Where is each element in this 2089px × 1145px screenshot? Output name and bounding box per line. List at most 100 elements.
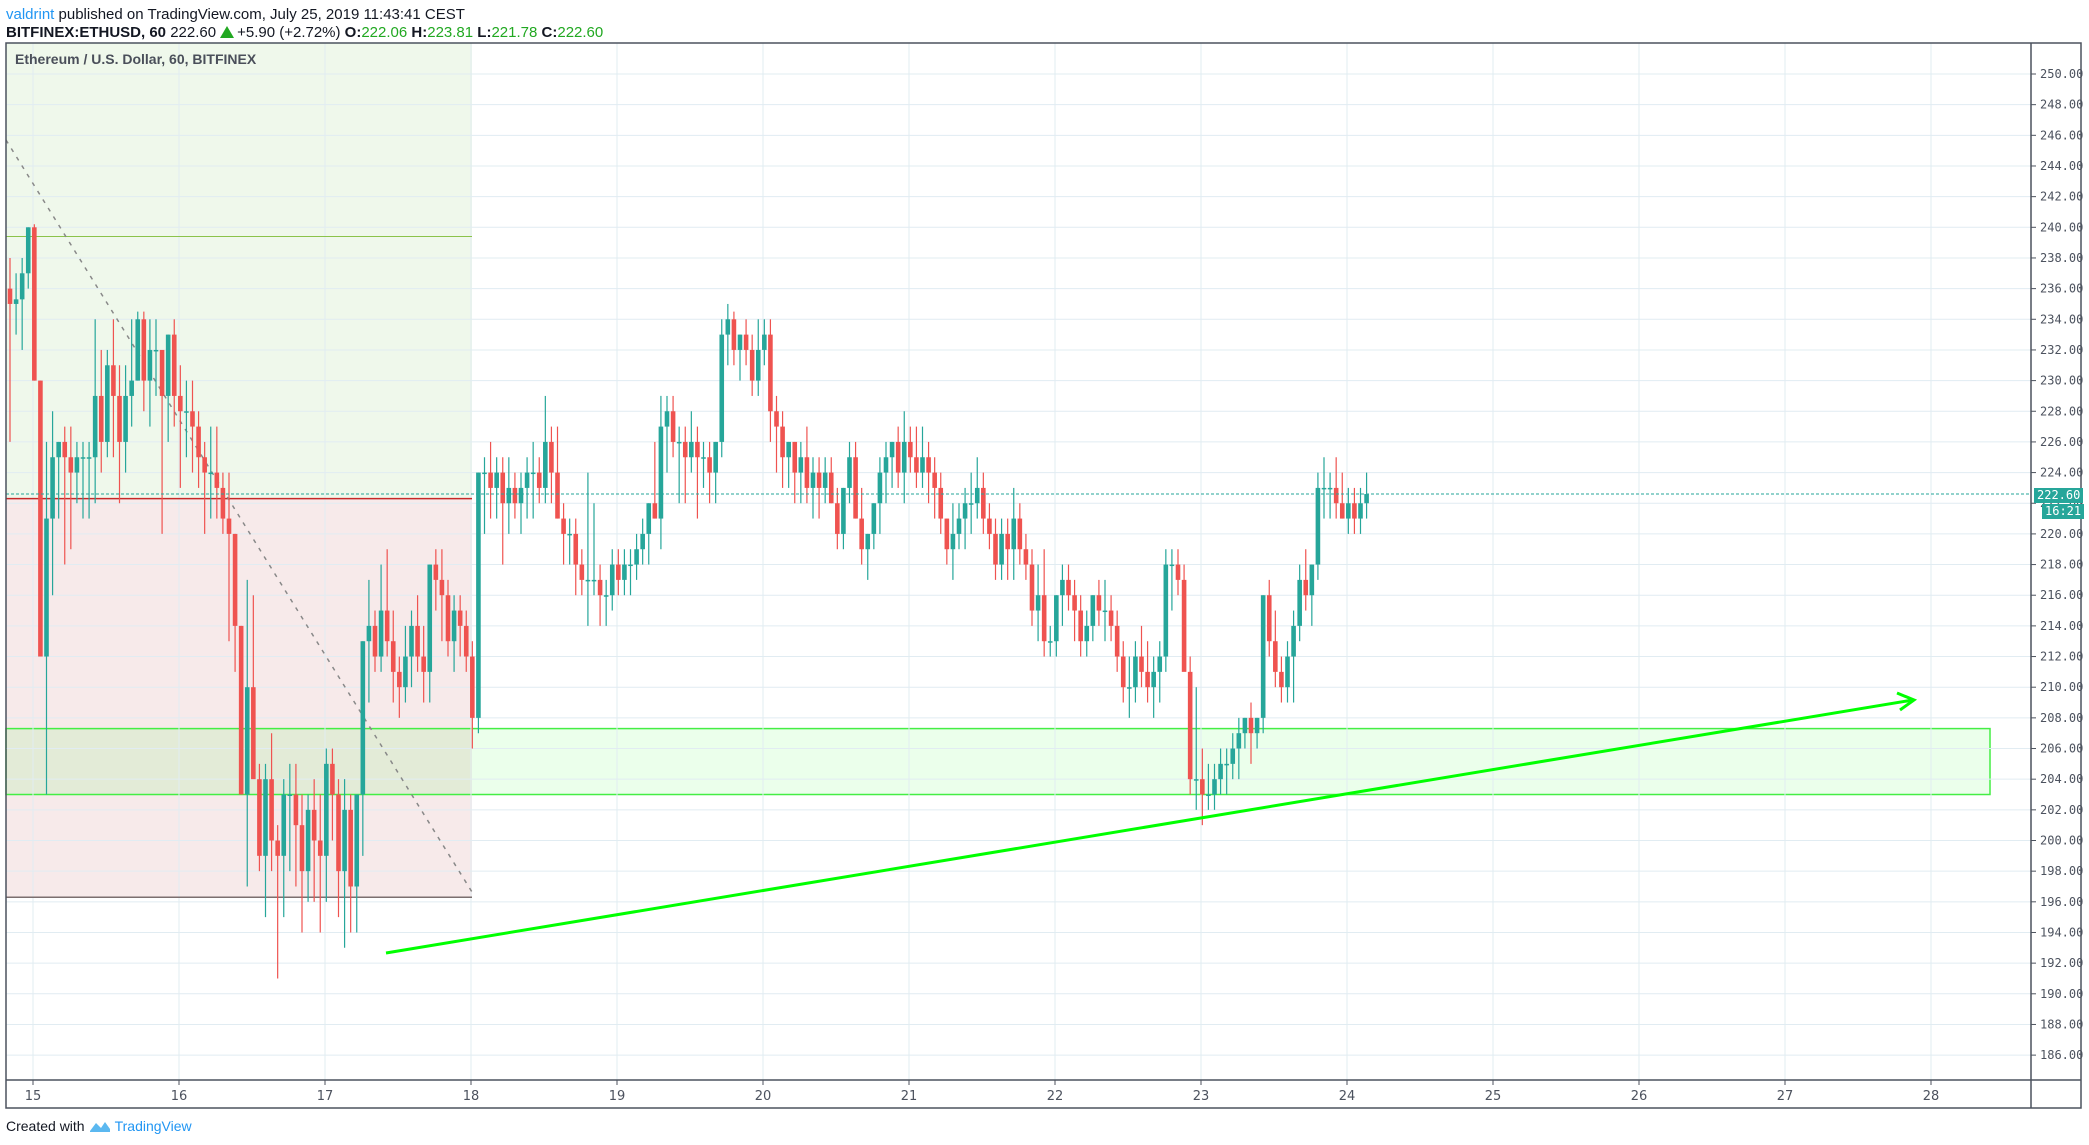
time-tick-label: 26 xyxy=(1631,1089,1648,1104)
candle-body xyxy=(1090,595,1096,626)
candle xyxy=(366,579,372,703)
time-tick-label: 24 xyxy=(1339,1089,1356,1104)
symbol-info: BITFINEX:ETHUSD, 60 222.60 +5.90 (+2.72%)… xyxy=(6,24,603,42)
candle xyxy=(196,411,201,488)
time-axis[interactable]: 15 16 17 18 19 20 21 22 23 24 25 26 27 28 xyxy=(25,1080,1940,1104)
candle-body xyxy=(1005,533,1010,550)
candle xyxy=(427,564,433,703)
candle xyxy=(342,779,347,948)
candle xyxy=(1260,595,1266,734)
price-tick-label: 212.00 xyxy=(2040,650,2083,664)
tradingview-link[interactable]: TradingView xyxy=(114,1118,192,1134)
candle-body xyxy=(1066,579,1071,596)
candle xyxy=(1096,579,1102,626)
candle xyxy=(609,549,615,611)
candle xyxy=(780,411,785,488)
candle-body xyxy=(920,457,925,473)
candle-body xyxy=(1193,779,1199,781)
candle xyxy=(360,641,366,856)
candle-body xyxy=(50,457,55,519)
candle xyxy=(883,441,889,504)
candle xyxy=(524,457,530,519)
price-tick-label: 244.00 xyxy=(2040,159,2083,173)
ascending-trendline xyxy=(385,698,1914,955)
candle-body xyxy=(506,487,512,504)
candle xyxy=(859,487,864,565)
candle xyxy=(640,518,645,565)
candle-body xyxy=(1041,595,1047,642)
candle-body xyxy=(1303,579,1309,596)
candle xyxy=(1224,748,1229,795)
bar-countdown-label: 16:21 xyxy=(2042,504,2085,519)
candle-body xyxy=(1224,763,1229,766)
candle xyxy=(956,503,962,550)
chart-frame xyxy=(5,42,2082,1109)
time-tick-label: 27 xyxy=(1777,1089,1794,1104)
candle xyxy=(749,334,755,396)
candle xyxy=(397,656,402,718)
author-link[interactable]: valdrint xyxy=(6,6,55,23)
candle xyxy=(1163,549,1169,672)
candle xyxy=(695,426,700,519)
candle xyxy=(914,426,919,488)
candle xyxy=(457,595,463,657)
candle xyxy=(646,503,652,565)
candle-body xyxy=(774,411,779,427)
candle-body xyxy=(1236,733,1242,749)
candle-body xyxy=(1163,564,1169,657)
time-tick-label: 15 xyxy=(25,1089,42,1104)
candle xyxy=(725,303,731,366)
candle xyxy=(311,779,317,902)
price-change: +5.90 (+2.72%) xyxy=(237,24,341,41)
candle xyxy=(244,579,250,887)
candle xyxy=(159,349,165,534)
candle xyxy=(208,426,214,519)
candle-body xyxy=(664,411,670,427)
candle xyxy=(841,487,846,550)
candle-body xyxy=(427,564,433,672)
candle xyxy=(926,441,931,504)
time-tick-label: 22 xyxy=(1047,1089,1064,1104)
candle xyxy=(1157,641,1163,703)
candle xyxy=(257,763,262,872)
candle xyxy=(634,533,639,580)
candle xyxy=(171,319,177,427)
candle xyxy=(153,319,159,396)
candle-body xyxy=(1127,687,1132,689)
price-tick-label: 216.00 xyxy=(2040,588,2083,602)
candle-body xyxy=(1315,487,1321,565)
candle xyxy=(476,472,481,734)
candle-body xyxy=(330,763,335,795)
candle-body xyxy=(1291,625,1296,657)
candle-body xyxy=(470,656,475,718)
candle-body xyxy=(798,457,804,473)
candle-body xyxy=(445,595,451,642)
candle xyxy=(1072,579,1077,642)
candle xyxy=(1309,564,1315,626)
price-tick-label: 246.00 xyxy=(2040,128,2083,142)
candle xyxy=(238,625,244,795)
candle xyxy=(1303,549,1309,611)
candle-body xyxy=(743,334,749,350)
candle-body xyxy=(135,319,141,381)
candle-body xyxy=(7,288,13,304)
candle xyxy=(214,426,220,519)
candle-body xyxy=(707,457,712,473)
price-tick-label: 188.00 xyxy=(2040,1017,2083,1031)
candle xyxy=(226,472,232,642)
candle xyxy=(847,441,852,504)
candle-body xyxy=(616,564,621,580)
candle-body xyxy=(147,349,153,381)
low-label: L: xyxy=(477,24,492,41)
candle-body xyxy=(86,457,92,459)
candle-body xyxy=(530,472,536,475)
candle xyxy=(1273,610,1278,688)
candle xyxy=(1187,656,1193,795)
candle-body xyxy=(378,610,384,657)
price-axis[interactable]: 250.00 248.00 246.00 244.00 242.00 240.00 238.… xyxy=(2031,67,2083,1062)
drawing-annotations[interactable] xyxy=(6,493,2031,955)
candle xyxy=(348,794,353,933)
candle-body xyxy=(360,641,366,795)
candle-body xyxy=(275,840,280,856)
